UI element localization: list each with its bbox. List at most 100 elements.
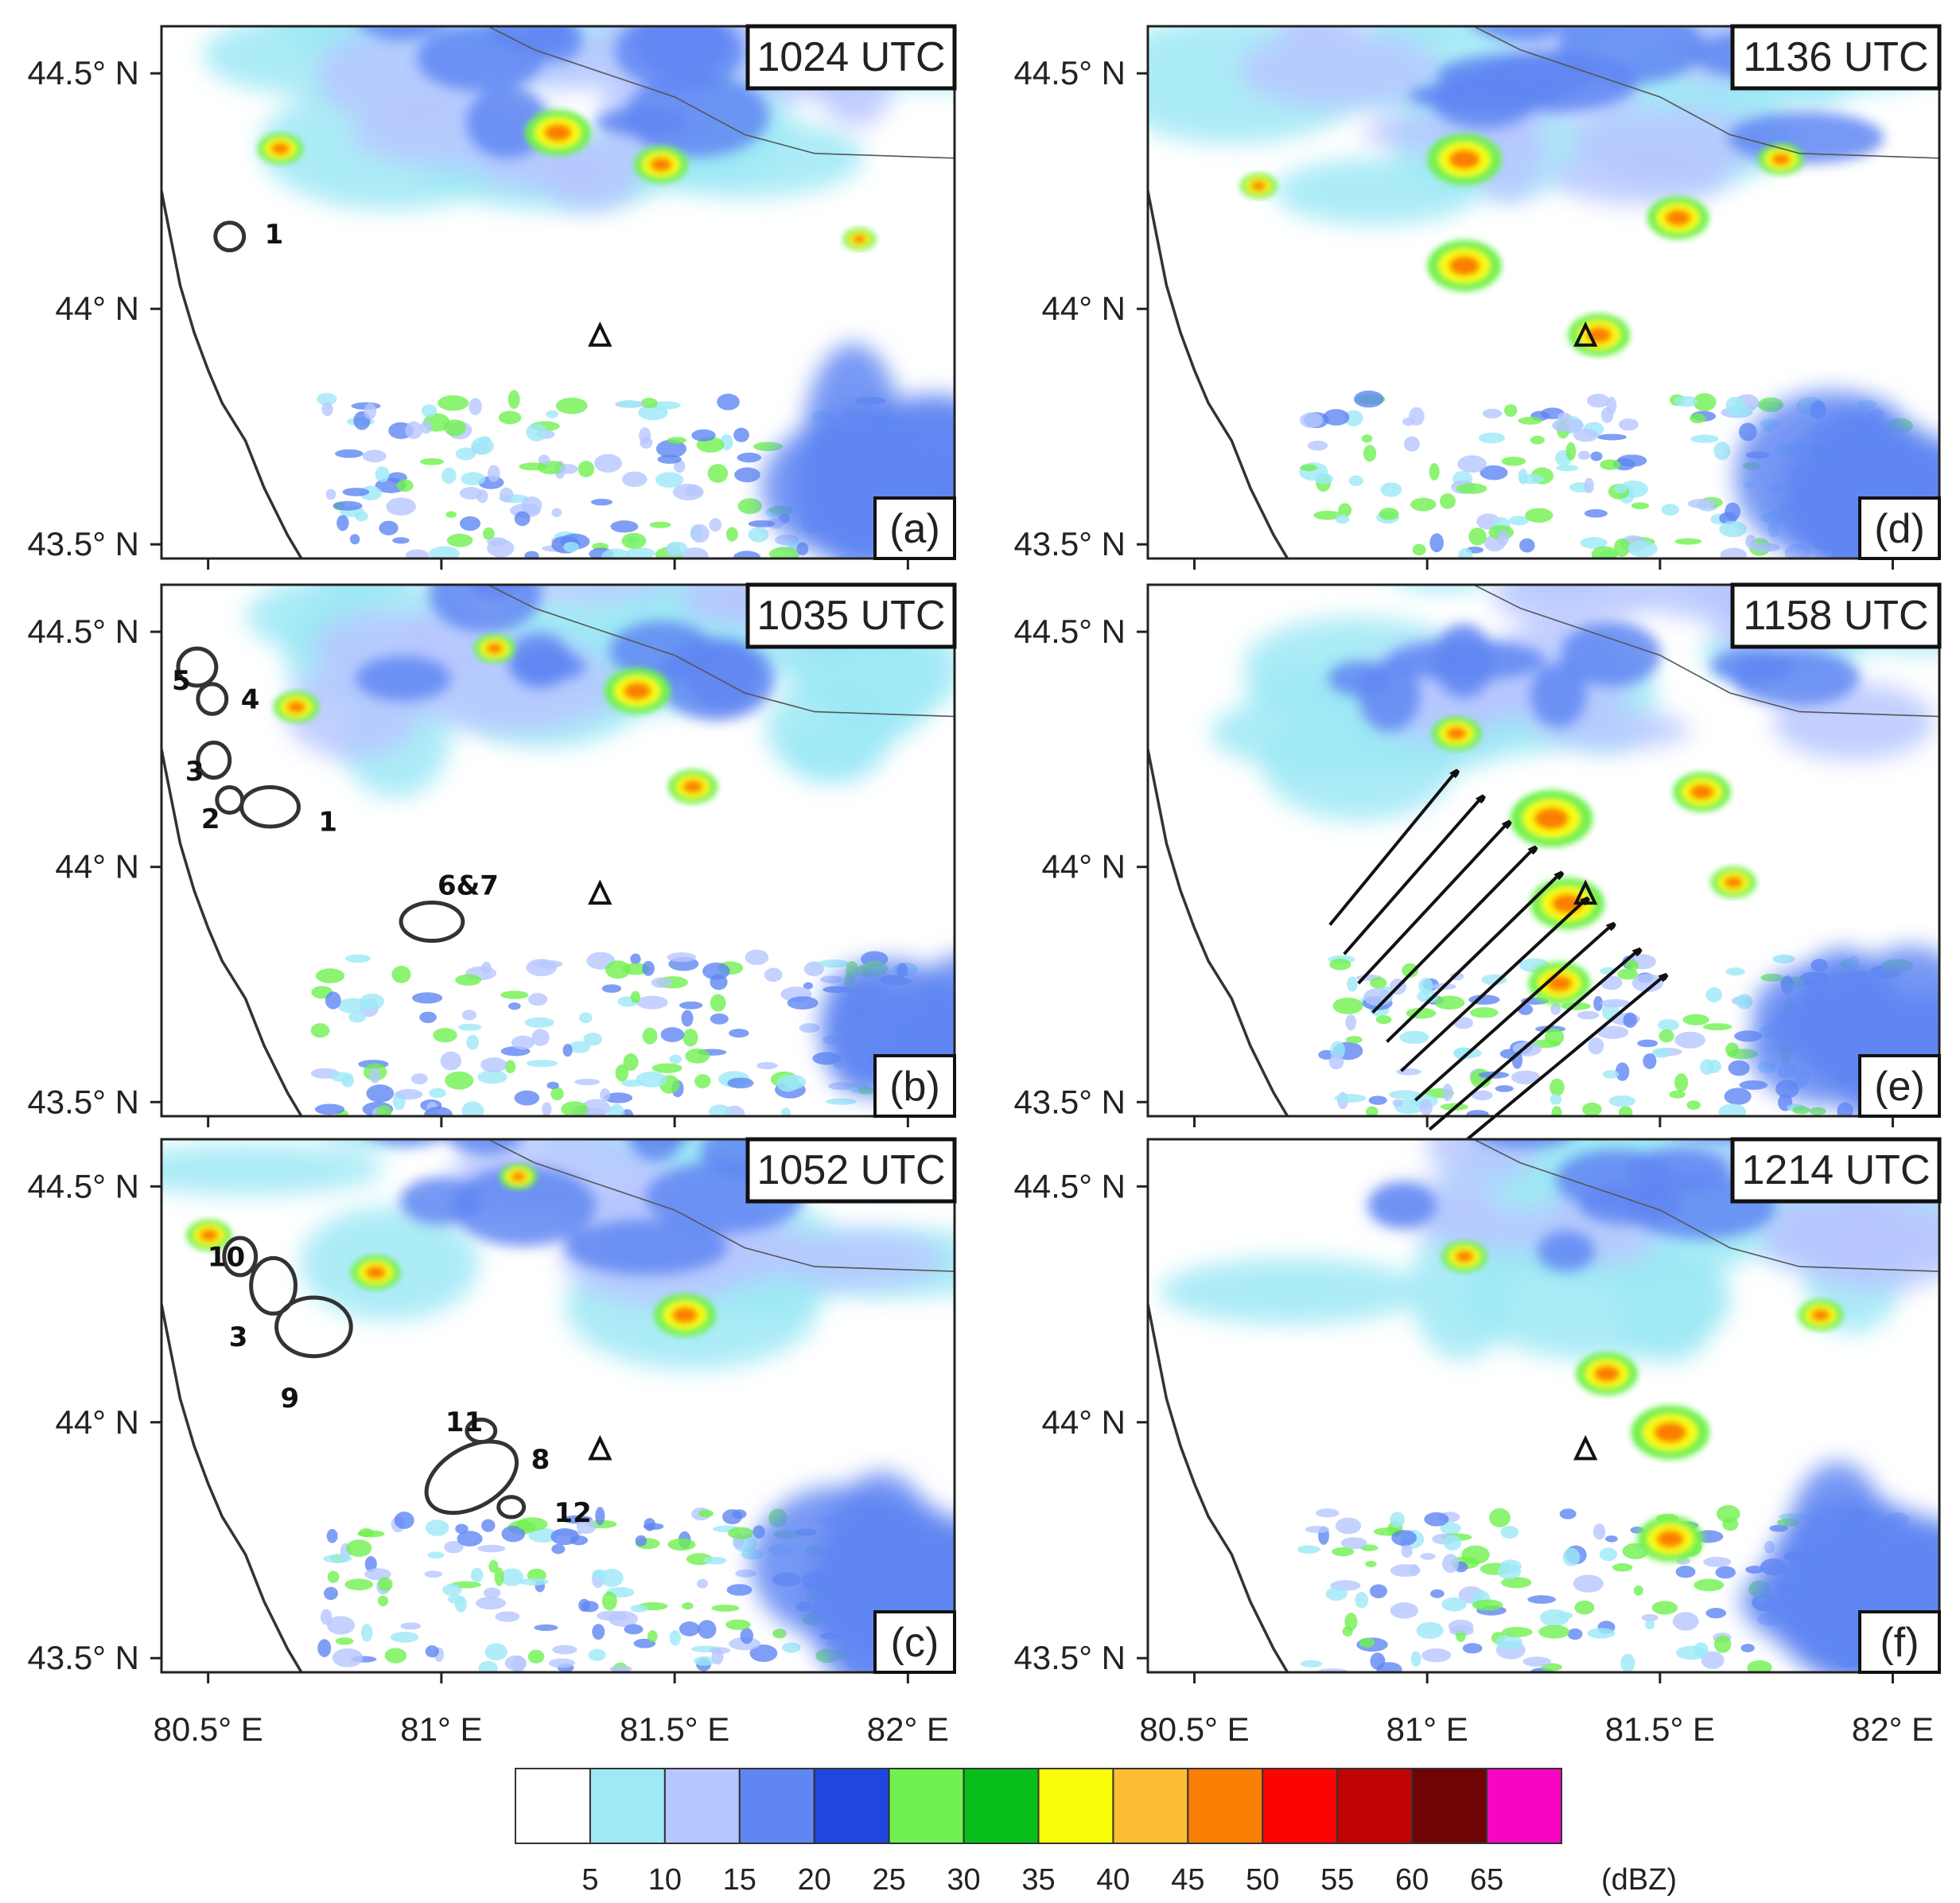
panel-letter: (e) xyxy=(1858,1054,1941,1118)
radar-site-icon xyxy=(1573,321,1598,347)
latitude-label: 43.5° N xyxy=(1013,525,1126,562)
colorbar-tick-label: 60 xyxy=(1395,1863,1429,1897)
latitude-label: 44.5° N xyxy=(27,54,139,91)
longitude-label: 82° E xyxy=(1852,1710,1934,1748)
colorbar-swatch xyxy=(738,1768,815,1844)
svg-text:(b): (b) xyxy=(889,1064,940,1110)
svg-text:(f): (f) xyxy=(1880,1620,1919,1666)
longitude-label: 80.5° E xyxy=(154,1710,263,1748)
latitude-label: 44.5° N xyxy=(1013,1167,1126,1204)
colorbar-unit: (dBZ) xyxy=(1601,1863,1677,1897)
panel-b: 44.5° N 44° N 43.5° N 1035 UTC (b) 5 4 3 2 1 6&7 xyxy=(27,582,957,1127)
border-line xyxy=(1473,26,1939,159)
time-label: 1214 UTC xyxy=(1730,1137,1942,1204)
colorbar-tick-label: 15 xyxy=(723,1863,756,1897)
coastline xyxy=(161,1304,303,1672)
latitude-label: 44.5° N xyxy=(27,613,139,650)
panel-letter: (d) xyxy=(1858,496,1941,560)
arrow xyxy=(1343,796,1483,955)
svg-text:1136 UTC: 1136 UTC xyxy=(1743,34,1928,80)
arrow xyxy=(1400,898,1587,1072)
colorbar-swatch xyxy=(813,1768,890,1844)
radar-site-icon xyxy=(588,1434,612,1461)
colorbar-tick-label: 55 xyxy=(1320,1863,1354,1897)
cell-label: 11 xyxy=(445,1407,483,1438)
cell-outline xyxy=(239,785,301,829)
arrow xyxy=(1414,924,1613,1102)
cell-label: 2 xyxy=(201,804,220,835)
longitude-label: 81.5° E xyxy=(1605,1710,1715,1748)
arrow xyxy=(1442,975,1666,1160)
latitude-label: 44° N xyxy=(1041,290,1126,327)
panel-c: 44.5° N 44° N 43.5° N 1052 UTC (c) 10 3 9 11 812 xyxy=(27,1137,957,1683)
cell-outline xyxy=(196,682,229,716)
colorbar-swatch xyxy=(1037,1768,1114,1844)
cell-label: 3 xyxy=(229,1321,248,1353)
cell-label: 9 xyxy=(281,1383,300,1415)
cell-outline xyxy=(176,646,219,688)
colorbar-tick-label: 5 xyxy=(581,1863,598,1897)
colorbar-tick-label: 20 xyxy=(798,1863,831,1897)
latitude-label: 44° N xyxy=(55,290,139,327)
svg-text:1035 UTC: 1035 UTC xyxy=(757,593,946,639)
panel-letter: (c) xyxy=(873,1610,956,1674)
colorbar-tick-label: 65 xyxy=(1470,1863,1503,1897)
panel-letter: (b) xyxy=(873,1054,956,1118)
cell-outline xyxy=(196,740,232,780)
latitude-label: 43.5° N xyxy=(1013,1083,1126,1120)
radar-site-icon xyxy=(588,321,612,347)
panel-e: 44.5° N 44° N 43.5° N 1158 UTC (e) xyxy=(1013,582,1942,1160)
border-line xyxy=(1473,1139,1939,1272)
colorbar-swatch xyxy=(1262,1768,1339,1844)
reflectivity-field xyxy=(1210,585,1939,1116)
colorbar-swatch xyxy=(1486,1768,1562,1844)
colorbar-tick-label: 50 xyxy=(1246,1863,1279,1897)
colorbar-swatch xyxy=(589,1768,666,1844)
panel-f: 44.5° N 44° N 43.5° N 1214 UTC (f) xyxy=(1013,1137,1942,1683)
cell-label: 6&7 xyxy=(438,870,499,901)
colorbar: 5 10 15 20 25 30 35 40 45 50 55 60 65 (dBZ) xyxy=(515,1768,1677,1897)
panel-d: 44.5° N 44° N 43.5° N 1136 UTC (d) xyxy=(1013,24,1942,570)
reflectivity-field xyxy=(202,26,955,558)
svg-text:1214 UTC: 1214 UTC xyxy=(1742,1147,1931,1193)
longitude-label: 81° E xyxy=(1386,1710,1468,1748)
latitude-label: 44° N xyxy=(55,848,139,885)
latitude-label: 44° N xyxy=(55,1403,139,1441)
longitude-label: 80.5° E xyxy=(1139,1710,1249,1748)
arrow xyxy=(1386,873,1561,1043)
colorbar-swatch xyxy=(515,1768,591,1844)
cell-outline xyxy=(274,1295,353,1359)
border-line xyxy=(1473,585,1939,718)
coastline xyxy=(1148,190,1289,558)
latitude-label: 43.5° N xyxy=(1013,1639,1126,1676)
svg-text:1158 UTC: 1158 UTC xyxy=(1743,593,1928,639)
cell-outline xyxy=(222,1236,259,1278)
arrow xyxy=(1357,822,1509,985)
svg-text:1052 UTC: 1052 UTC xyxy=(757,1147,946,1193)
radar-site-icon xyxy=(588,879,612,905)
svg-text:1024 UTC: 1024 UTC xyxy=(757,34,946,80)
cell-label: 5 xyxy=(172,665,191,697)
cell-label: 12 xyxy=(554,1497,592,1529)
svg-text:(e): (e) xyxy=(1874,1064,1925,1110)
latitude-label: 44.5° N xyxy=(1013,613,1126,650)
time-label: 1158 UTC xyxy=(1730,582,1942,649)
svg-text:(d): (d) xyxy=(1874,506,1925,552)
colorbar-swatch xyxy=(1411,1768,1488,1844)
cell-outline xyxy=(399,900,465,944)
panel-letter: (f) xyxy=(1858,1610,1941,1674)
cell-label: 10 xyxy=(208,1241,245,1273)
border-line xyxy=(488,585,955,718)
cell-outline xyxy=(424,1439,519,1516)
colorbar-swatch xyxy=(888,1768,965,1844)
panel-a: 44.5° N 44° N 43.5° N 1024 UTC (a) 1 xyxy=(27,24,957,570)
coastline xyxy=(161,190,303,558)
colorbar-swatch xyxy=(1187,1768,1264,1844)
cell-label: 8 xyxy=(531,1444,550,1476)
cell-outline xyxy=(249,1255,298,1316)
border-line xyxy=(488,26,955,159)
colorbar-tick-label: 10 xyxy=(648,1863,682,1897)
colorbar-swatch xyxy=(1112,1768,1189,1844)
time-label: 1035 UTC xyxy=(745,582,957,649)
